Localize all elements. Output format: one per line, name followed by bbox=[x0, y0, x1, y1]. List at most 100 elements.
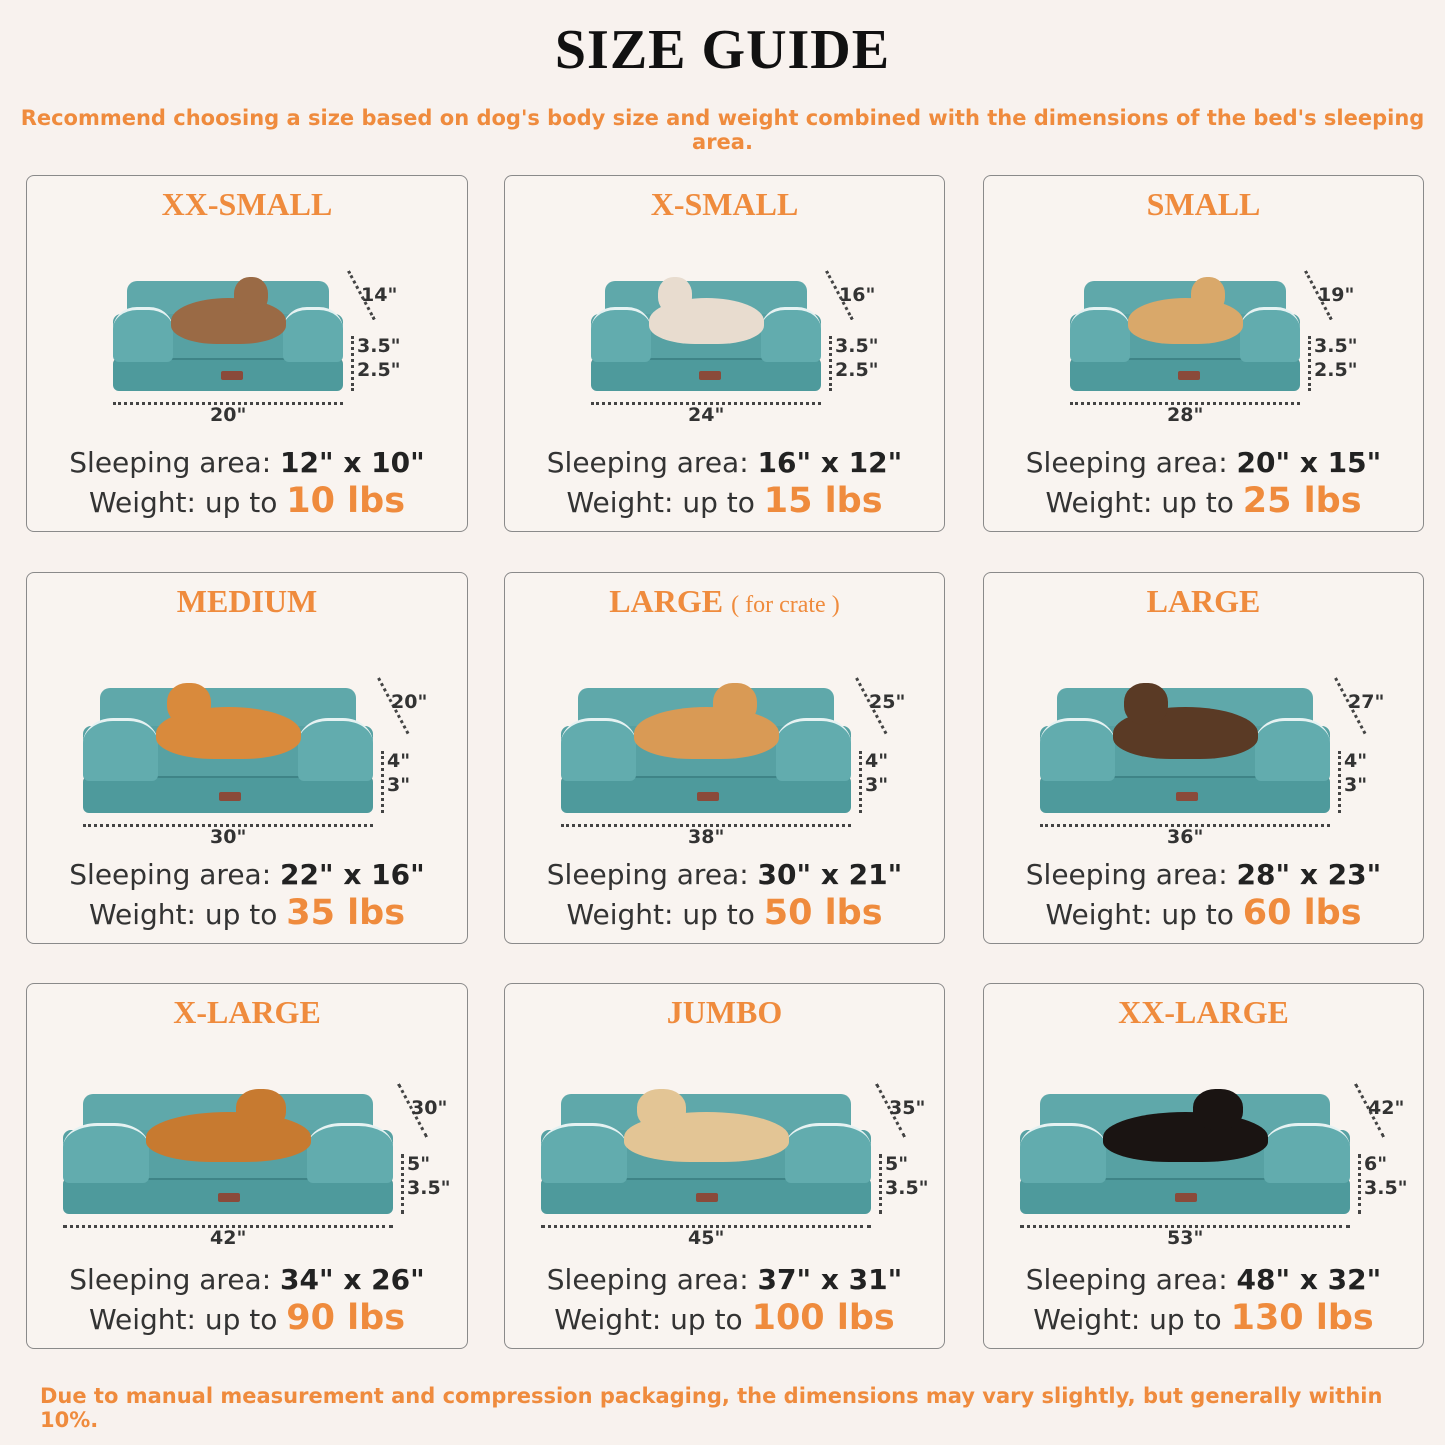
brand-tag bbox=[1176, 791, 1199, 801]
bed-image bbox=[1020, 1089, 1350, 1214]
sleeping-area: Sleeping area: 16" x 12" bbox=[505, 447, 944, 479]
size-note: ( for crate ) bbox=[731, 592, 840, 618]
size-title: MEDIUM bbox=[27, 581, 467, 621]
size-card: XX-LARGE 42" 6" 3.5" 53" Sleeping area: … bbox=[983, 983, 1424, 1349]
depth-dimension: 35" bbox=[889, 1097, 926, 1119]
width-line bbox=[113, 402, 343, 405]
base-height: 3.5" bbox=[885, 1177, 929, 1199]
sleeping-area-value: 16" x 12" bbox=[757, 446, 903, 479]
width-dimension: 38" bbox=[688, 826, 725, 848]
sleeping-label: Sleeping area: bbox=[69, 446, 272, 479]
depth-dimension: 30" bbox=[411, 1097, 448, 1119]
base-height: 3" bbox=[387, 774, 411, 796]
weight-label: Weight: up to bbox=[566, 898, 755, 931]
width-line bbox=[83, 824, 373, 827]
weight-label: Weight: up to bbox=[88, 486, 278, 519]
width-line bbox=[1070, 402, 1300, 405]
bed-image bbox=[1070, 276, 1300, 391]
height-line bbox=[401, 1154, 404, 1214]
brand-tag bbox=[1175, 1193, 1198, 1202]
sleeping-area-value: 22" x 16" bbox=[280, 858, 425, 891]
depth-dimension: 16" bbox=[839, 284, 876, 306]
size-card: LARGE ( for crate ) 25" 4" 3" 38" Sleepi… bbox=[504, 572, 945, 944]
sleeping-area-value: 37" x 31" bbox=[757, 1263, 903, 1296]
height-line bbox=[381, 751, 384, 813]
height-line bbox=[1338, 751, 1341, 813]
bed-image bbox=[541, 1089, 871, 1214]
height-line bbox=[829, 336, 832, 391]
sleeping-area-value: 20" x 15" bbox=[1236, 446, 1382, 479]
width-dimension: 53" bbox=[1167, 1227, 1204, 1249]
size-card: SMALL 19" 3.5" 2.5" 28" Sleeping area: 2… bbox=[983, 175, 1424, 532]
size-title: X-LARGE bbox=[27, 992, 467, 1032]
pet-image bbox=[1102, 1089, 1268, 1163]
weight-value: 15 lbs bbox=[763, 481, 883, 521]
sleeping-area: Sleeping area: 37" x 31" bbox=[505, 1264, 944, 1296]
size-name: XX-LARGE bbox=[1118, 994, 1289, 1030]
brand-tag bbox=[218, 1193, 241, 1202]
weight-value: 90 lbs bbox=[286, 1298, 406, 1338]
width-dimension: 20" bbox=[210, 404, 247, 426]
size-card: X-SMALL 16" 3.5" 2.5" 24" Sleeping area:… bbox=[504, 175, 945, 532]
sleeping-area-value: 12" x 10" bbox=[280, 446, 425, 479]
size-title: X-SMALL bbox=[505, 184, 944, 224]
weight-label: Weight: up to bbox=[88, 1303, 278, 1336]
width-dimension: 30" bbox=[210, 826, 247, 848]
sleeping-label: Sleeping area: bbox=[69, 1263, 272, 1296]
height-line bbox=[859, 751, 862, 813]
weight-limit: Weight: up to 10 lbs bbox=[27, 481, 467, 523]
cushion-height: 3.5" bbox=[835, 335, 879, 357]
size-name: X-LARGE bbox=[173, 994, 321, 1030]
cushion-height: 4" bbox=[387, 750, 411, 772]
weight-limit: Weight: up to 90 lbs bbox=[27, 1298, 467, 1340]
bed-image bbox=[561, 683, 851, 813]
depth-dimension: 19" bbox=[1318, 284, 1355, 306]
sleeping-area: Sleeping area: 22" x 16" bbox=[27, 859, 467, 891]
weight-label: Weight: up to bbox=[1033, 1303, 1222, 1336]
sleeping-area-value: 30" x 21" bbox=[757, 858, 903, 891]
width-dimension: 24" bbox=[688, 404, 725, 426]
size-title: SMALL bbox=[984, 184, 1423, 224]
sleeping-label: Sleeping area: bbox=[69, 858, 272, 891]
bed-image bbox=[83, 683, 373, 813]
weight-label: Weight: up to bbox=[566, 486, 755, 519]
page-subtitle: Recommend choosing a size based on dog's… bbox=[20, 106, 1425, 154]
depth-dimension: 25" bbox=[869, 691, 906, 713]
size-title: LARGE bbox=[984, 581, 1423, 621]
pet-image bbox=[623, 1089, 789, 1163]
sleeping-area: Sleeping area: 20" x 15" bbox=[984, 447, 1423, 479]
width-dimension: 42" bbox=[210, 1227, 247, 1249]
depth-dimension: 20" bbox=[391, 691, 428, 713]
size-name: MEDIUM bbox=[176, 583, 318, 619]
size-name: LARGE bbox=[1146, 583, 1261, 619]
depth-dimension: 27" bbox=[1348, 691, 1385, 713]
height-line bbox=[879, 1154, 882, 1214]
base-height: 2.5" bbox=[835, 359, 879, 381]
height-line bbox=[1358, 1154, 1361, 1214]
sleeping-area: Sleeping area: 30" x 21" bbox=[505, 859, 944, 891]
size-card: X-LARGE 30" 5" 3.5" 42" Sleeping area: 3… bbox=[26, 983, 468, 1349]
pet-image bbox=[648, 276, 764, 344]
height-line bbox=[351, 336, 354, 391]
size-name: X-SMALL bbox=[650, 186, 799, 222]
bed-image bbox=[591, 276, 821, 391]
weight-value: 35 lbs bbox=[286, 893, 406, 933]
size-title: LARGE ( for crate ) bbox=[505, 581, 944, 625]
weight-limit: Weight: up to 60 lbs bbox=[984, 893, 1423, 935]
width-line bbox=[591, 402, 821, 405]
weight-label: Weight: up to bbox=[88, 898, 278, 931]
sleeping-area: Sleeping area: 28" x 23" bbox=[984, 859, 1423, 891]
size-card: JUMBO 35" 5" 3.5" 45" Sleeping area: 37"… bbox=[504, 983, 945, 1349]
weight-label: Weight: up to bbox=[1045, 898, 1234, 931]
cushion-height: 6" bbox=[1364, 1153, 1388, 1175]
depth-dimension: 14" bbox=[361, 284, 398, 306]
width-line bbox=[561, 824, 851, 827]
width-line bbox=[1020, 1225, 1350, 1228]
width-line bbox=[1040, 824, 1330, 827]
weight-limit: Weight: up to 35 lbs bbox=[27, 893, 467, 935]
width-dimension: 28" bbox=[1167, 404, 1204, 426]
width-dimension: 36" bbox=[1167, 826, 1204, 848]
size-name: JUMBO bbox=[666, 994, 783, 1030]
width-line bbox=[63, 1225, 393, 1228]
brand-tag bbox=[697, 791, 720, 801]
